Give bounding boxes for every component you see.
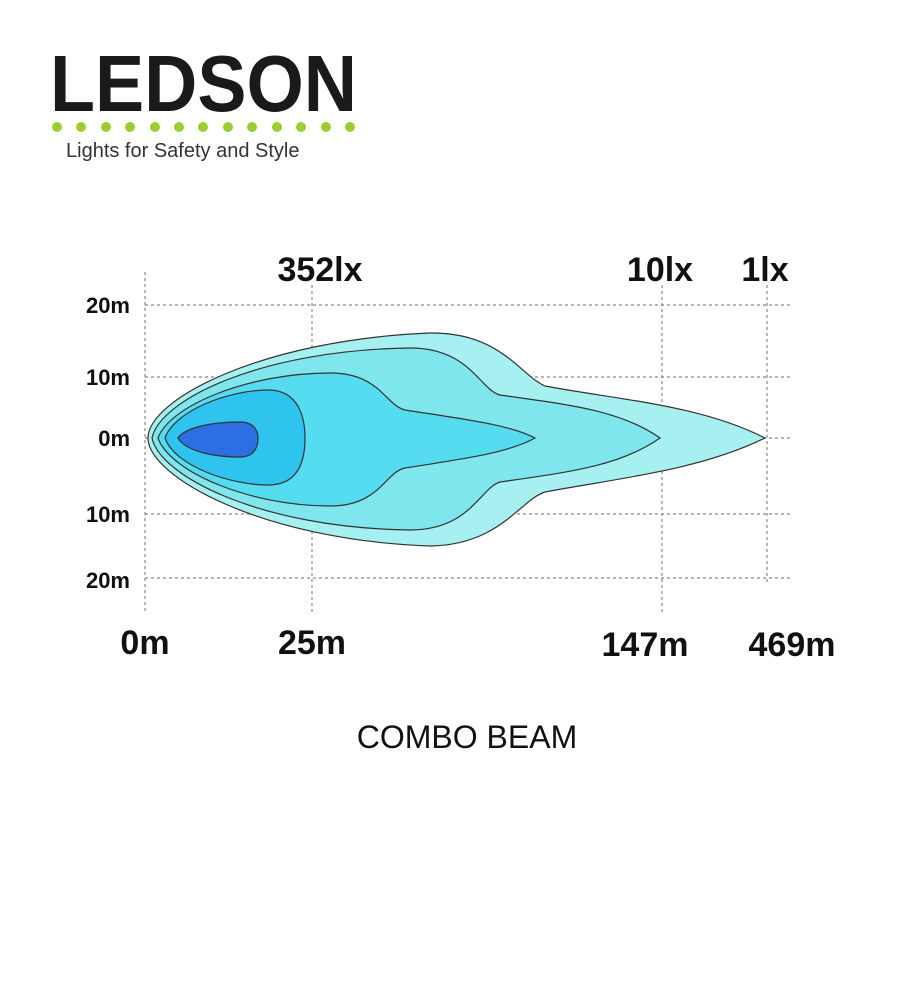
x-label: 147m bbox=[602, 626, 689, 664]
y-label: 10m bbox=[86, 502, 130, 527]
logo: LEDSON bbox=[50, 39, 357, 128]
y-label: 10m bbox=[86, 365, 130, 390]
logo-dots bbox=[52, 122, 355, 132]
beam-pattern bbox=[147, 332, 767, 547]
lux-label: 1lx bbox=[741, 251, 788, 289]
caption: COMBO BEAM bbox=[357, 719, 577, 755]
tagline: Lights for Safety and Style bbox=[66, 140, 299, 162]
y-label: 20m bbox=[86, 293, 130, 318]
x-label: 0m bbox=[120, 624, 169, 662]
lux-label: 10lx bbox=[627, 251, 693, 289]
y-label: 20m bbox=[86, 568, 130, 593]
lux-label: 352lx bbox=[277, 251, 362, 289]
y-label: 0m bbox=[98, 426, 130, 451]
x-label: 469m bbox=[749, 626, 836, 664]
x-label: 25m bbox=[278, 624, 346, 662]
